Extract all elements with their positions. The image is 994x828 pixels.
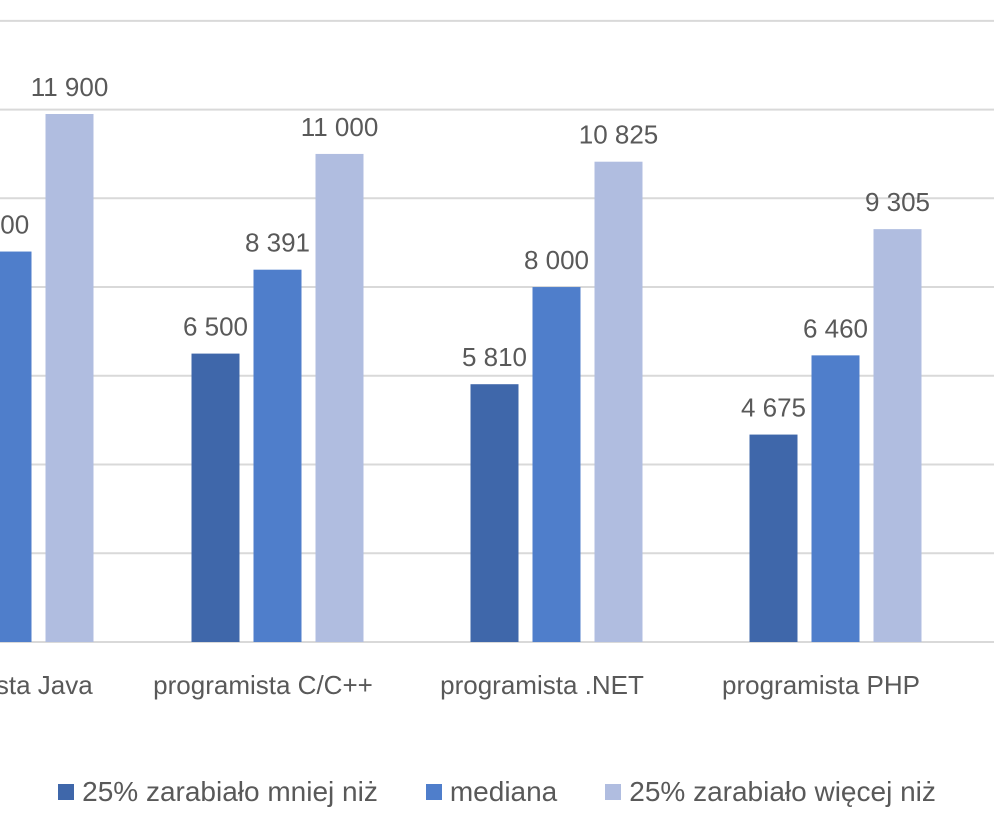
bar [811, 355, 860, 642]
bar [470, 384, 519, 642]
legend: 25% zarabiało mniej niż mediana 25% zara… [0, 776, 994, 808]
legend-swatch-lower-quartile [58, 784, 75, 800]
legend-item-median: mediana [425, 776, 558, 808]
bar [749, 434, 798, 642]
bar [253, 269, 302, 642]
category-label: programista Java [0, 670, 93, 700]
bar-chart: 800 11 900 programista Java 6 500 8 391 11 00… [0, 19, 994, 700]
data-label: 8 000 [524, 245, 589, 275]
bar [873, 229, 922, 642]
data-label: 6 500 [183, 312, 248, 342]
bar [45, 114, 94, 642]
data-label: 800 [0, 210, 29, 240]
legend-item-lower-quartile: 25% zarabiało mniej niż [58, 776, 378, 808]
legend-swatch-upper-quartile [605, 784, 622, 800]
data-label: 9 305 [865, 187, 930, 217]
bar [532, 287, 581, 642]
data-label: 11 900 [31, 72, 109, 102]
data-label: 10 825 [579, 120, 659, 150]
bar [0, 251, 32, 643]
legend-label-lower-quartile: 25% zarabiało mniej niż [82, 776, 378, 807]
category-label: programista PHP [722, 670, 920, 700]
data-label: 11 000 [301, 112, 379, 142]
data-label: 5 810 [462, 342, 527, 372]
data-label: 4 675 [741, 393, 806, 423]
data-label: 6 460 [803, 313, 868, 343]
category-label: programista .NET [440, 670, 644, 700]
bar [315, 153, 364, 642]
bar [594, 161, 643, 642]
data-label: 8 391 [245, 228, 310, 258]
bar [191, 353, 240, 642]
legend-label-median: mediana [449, 776, 558, 807]
legend-label-upper-quartile: 25% zarabiało więcej niż [629, 776, 936, 807]
legend-item-upper-quartile: 25% zarabiało więcej niż [605, 776, 936, 808]
legend-swatch-median [425, 784, 442, 800]
category-label: programista C/C++ [153, 670, 373, 700]
